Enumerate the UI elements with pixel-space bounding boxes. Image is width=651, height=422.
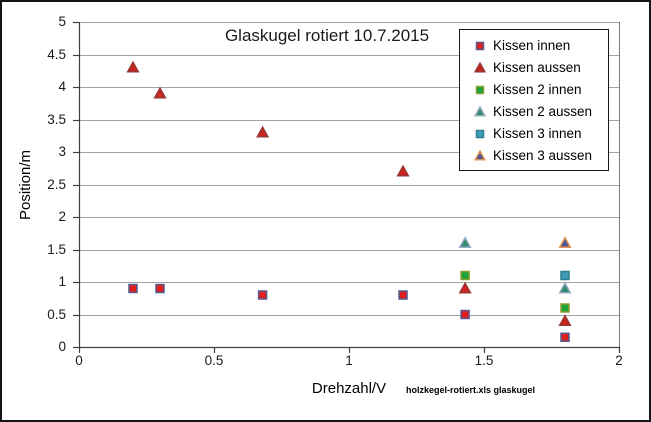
legend-square-icon bbox=[475, 85, 485, 95]
legend-square-icon bbox=[475, 41, 485, 51]
y-tick-label: 4 bbox=[58, 79, 66, 94]
legend-item: Kissen 2 aussen bbox=[473, 102, 608, 120]
legend-triangle-icon bbox=[473, 149, 487, 161]
legend-label: Kissen aussen bbox=[493, 59, 581, 75]
x-tick-label: 2 bbox=[615, 353, 623, 368]
legend-label: Kissen 2 innen bbox=[493, 81, 582, 97]
y-tick-label: 0 bbox=[58, 339, 66, 354]
legend-triangle-icon bbox=[473, 61, 487, 73]
legend: Kissen innen Kissen aussen Kissen 2 inne… bbox=[459, 29, 609, 171]
x-tick-label: 1 bbox=[345, 353, 353, 368]
legend-square-icon bbox=[475, 129, 485, 139]
y-tick-label: 0.5 bbox=[47, 306, 66, 322]
x-tick-label: 0.5 bbox=[204, 353, 224, 368]
legend-label: Kissen 2 aussen bbox=[493, 103, 593, 119]
x-tick-label: 0 bbox=[75, 353, 83, 368]
x-tick-label: 1.5 bbox=[474, 353, 494, 368]
y-tick-label: 3.5 bbox=[47, 111, 66, 127]
y-tick-label: 4.5 bbox=[47, 46, 66, 62]
footnote-label: holzkegel-rotiert.xls glaskugel bbox=[406, 385, 536, 395]
legend-item: Kissen aussen bbox=[473, 58, 608, 76]
legend-label: Kissen 3 aussen bbox=[493, 147, 593, 163]
chart-title: Glaskugel rotiert 10.7.2015 bbox=[224, 26, 430, 45]
legend-item: Kissen innen bbox=[473, 36, 608, 54]
legend-triangle-icon bbox=[473, 105, 487, 117]
y-tick-label: 2 bbox=[58, 209, 66, 224]
y-tick-label: 5 bbox=[58, 14, 66, 29]
y-tick-label: 2.5 bbox=[47, 176, 66, 192]
legend-label: Kissen innen bbox=[493, 37, 571, 53]
legend-label: Kissen 3 innen bbox=[493, 125, 582, 141]
legend-item: Kissen 3 innen bbox=[473, 124, 608, 142]
x-axis-label: Drehzahl/V bbox=[311, 380, 387, 397]
y-tick-label: 3 bbox=[58, 144, 66, 159]
legend-item: Kissen 2 innen bbox=[473, 80, 608, 98]
y-tick-label: 1.5 bbox=[47, 241, 66, 257]
legend-item: Kissen 3 aussen bbox=[473, 146, 608, 164]
y-tick-label: 1 bbox=[58, 274, 66, 289]
